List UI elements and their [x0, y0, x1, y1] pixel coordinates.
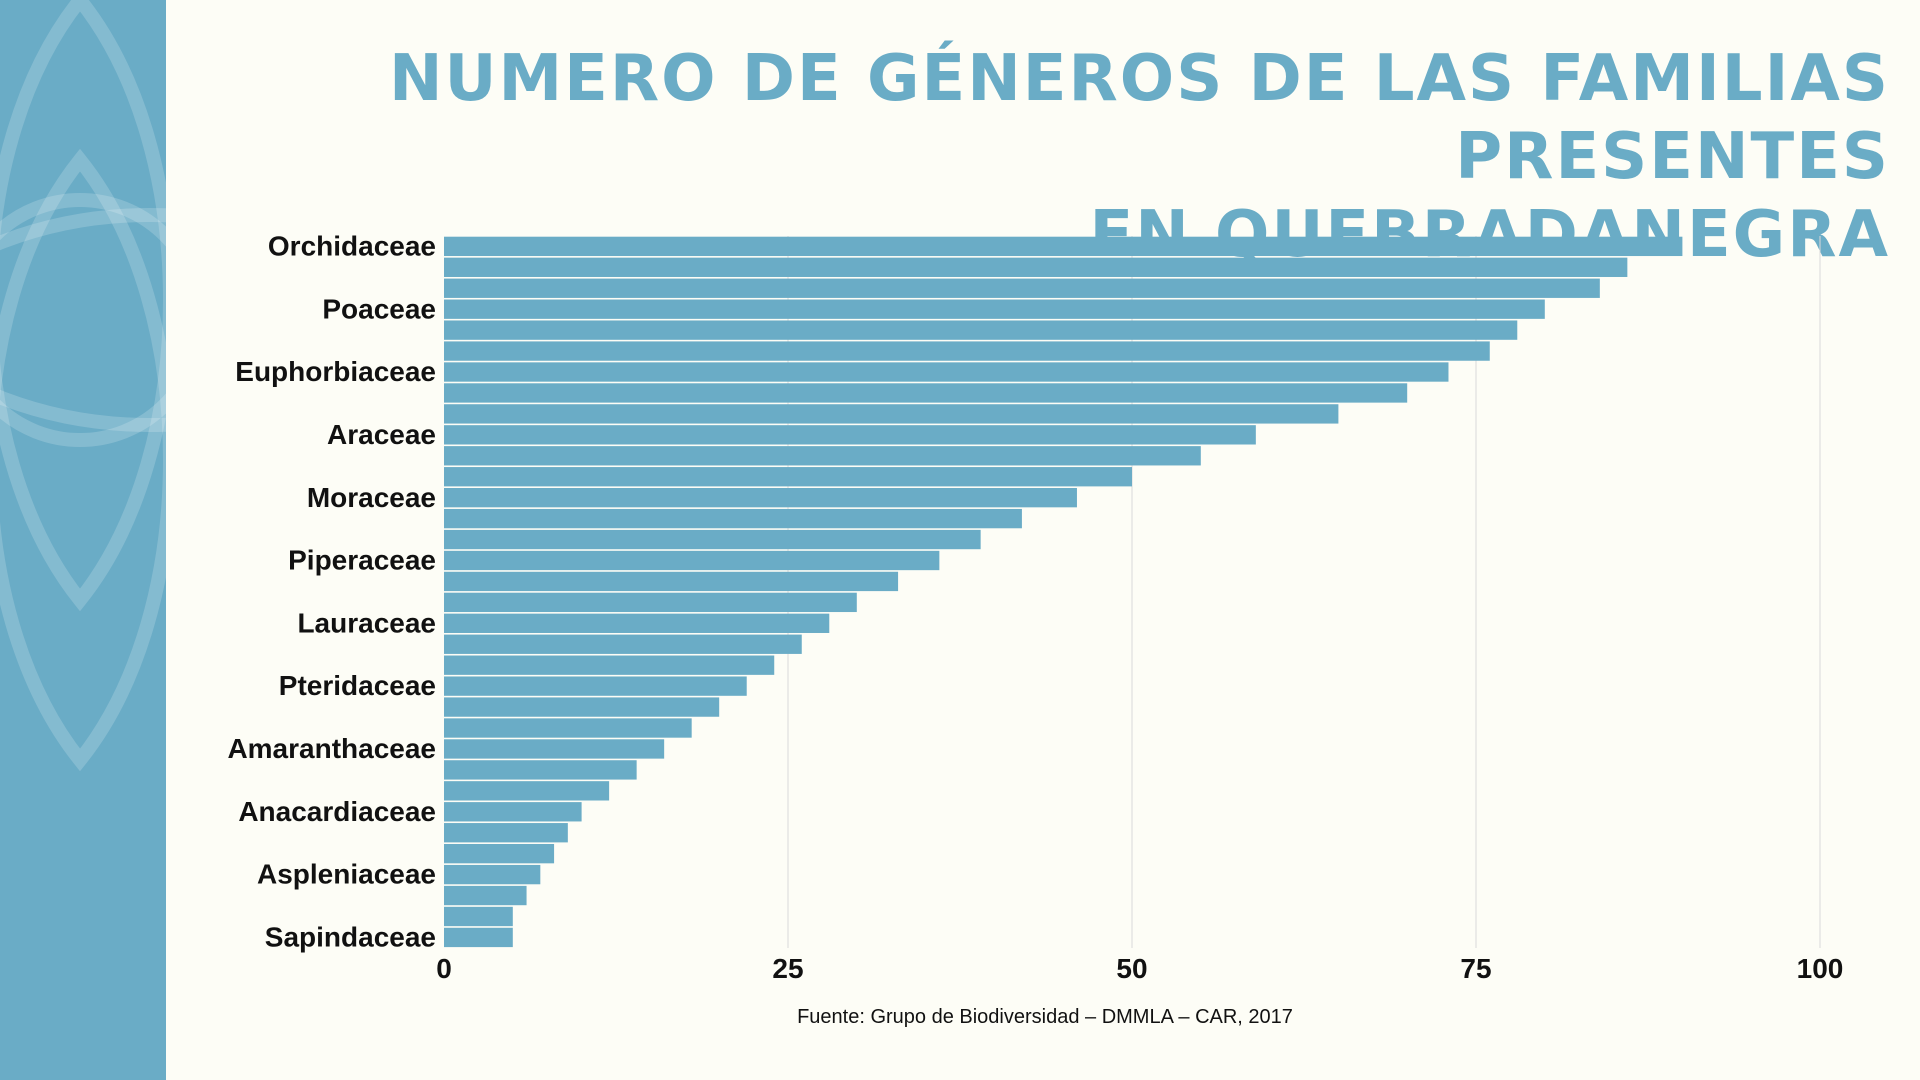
category-label: Orchidaceae — [268, 230, 436, 261]
x-tick-label: 75 — [1460, 953, 1491, 984]
category-label: Sapindaceae — [265, 922, 436, 953]
bar — [444, 885, 527, 906]
bar — [444, 299, 1545, 319]
bar — [444, 571, 899, 592]
category-label: Moraceae — [307, 482, 436, 513]
bar — [444, 236, 1683, 257]
category-label: Lauraceae — [297, 607, 436, 638]
category-label: Amaranthaceae — [227, 733, 436, 764]
bar — [444, 655, 775, 675]
bar — [444, 697, 720, 717]
bar — [444, 446, 1201, 466]
bar — [444, 760, 637, 780]
bar — [444, 634, 802, 654]
bar — [444, 802, 582, 822]
bar — [444, 864, 541, 885]
bar — [444, 257, 1628, 277]
bar — [444, 676, 747, 696]
bar — [444, 383, 1408, 403]
x-tick-label: 100 — [1797, 953, 1844, 984]
bar — [444, 781, 610, 801]
bar — [444, 592, 857, 613]
category-label: Aspleniaceae — [257, 859, 436, 890]
bar — [444, 927, 513, 948]
category-label: Euphorbiaceae — [235, 356, 436, 387]
bar — [444, 487, 1077, 508]
category-label: Anacardiaceae — [238, 796, 436, 827]
side-panel — [0, 0, 166, 1080]
bars — [444, 236, 1683, 948]
category-label: Piperaceae — [288, 545, 436, 576]
bar-chart: Orchidaceae Poaceae Euphorbiaceae Araceae Mo… — [227, 230, 1843, 984]
x-tick-label: 50 — [1116, 953, 1147, 984]
bar — [444, 508, 1022, 529]
bar — [444, 613, 830, 633]
bar — [444, 550, 940, 571]
bar — [444, 467, 1132, 487]
bar — [444, 278, 1600, 298]
x-tick-label: 0 — [436, 953, 452, 984]
floral-pattern-icon — [0, 0, 166, 772]
bar — [444, 404, 1339, 424]
category-label: Pteridaceae — [279, 670, 436, 701]
bar — [444, 320, 1518, 340]
title-line-1: NUMERO DE GÉNEROS DE LAS FAMILIAS PRESEN… — [388, 42, 1890, 194]
category-labels: Orchidaceae Poaceae Euphorbiaceae Araceae Mo… — [227, 230, 436, 952]
x-tick-labels: 0 25 50 75 100 — [436, 953, 1843, 984]
bar — [444, 362, 1449, 382]
bar — [444, 529, 981, 550]
category-label: Araceae — [327, 419, 436, 450]
page-title: NUMERO DE GÉNEROS DE LAS FAMILIAS PRESEN… — [240, 40, 1890, 274]
bar — [444, 823, 568, 843]
category-label: Poaceae — [322, 293, 436, 324]
x-tick-label: 25 — [772, 953, 803, 984]
source-note: Fuente: Grupo de Biodiversidad – DMMLA –… — [797, 1006, 1293, 1028]
bar — [444, 739, 665, 759]
bar — [444, 843, 555, 864]
bar — [444, 425, 1256, 445]
bar — [444, 906, 513, 927]
bar — [444, 718, 692, 738]
bar — [444, 341, 1490, 361]
